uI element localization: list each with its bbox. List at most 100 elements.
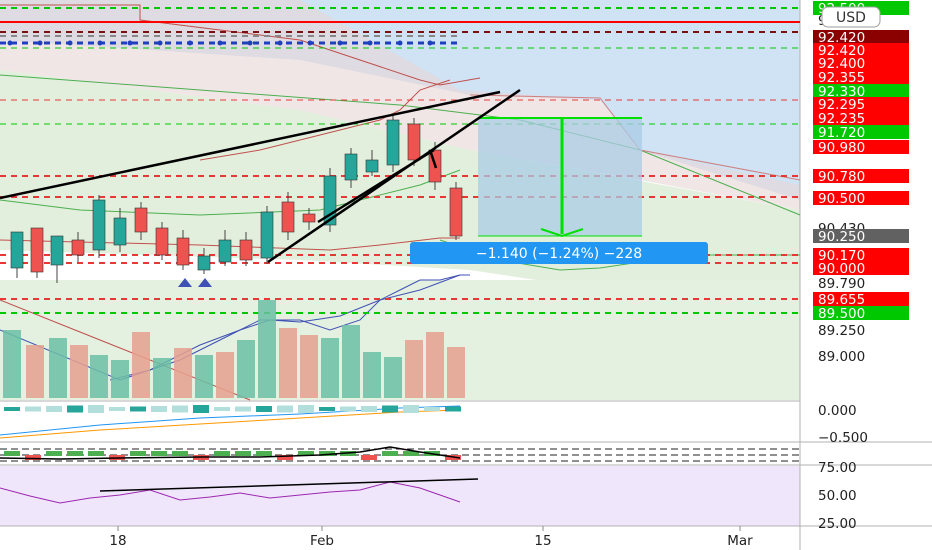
- momentum-bar: [382, 451, 398, 456]
- volume-bar: [237, 340, 255, 398]
- indicator-axis-label: −0.500: [818, 430, 868, 446]
- indicator-axis-label: 25.00: [818, 516, 857, 532]
- candle: [302, 213, 316, 223]
- candle: [197, 255, 211, 271]
- price-axis-label: 92.295: [818, 97, 865, 113]
- volume-bar: [258, 300, 276, 398]
- inner-trendline-2[interactable]: [428, 149, 438, 169]
- macd-bar: [445, 406, 461, 412]
- candle: [239, 239, 253, 261]
- volume-bar: [153, 358, 171, 398]
- price-tag-bg: [813, 191, 909, 205]
- candle: [155, 227, 169, 256]
- macd-bar: [403, 405, 419, 413]
- price-range-measure[interactable]: −1.140 (−1.24%) −228: [410, 117, 708, 264]
- macd-bar: [424, 407, 440, 411]
- price-tag-bg: [813, 43, 909, 57]
- macd-bar: [319, 407, 335, 411]
- candle: [10, 231, 24, 269]
- indicator-axis-label: 75.00: [818, 460, 857, 476]
- momentum-bar: [277, 455, 293, 460]
- macd-bar: [25, 406, 41, 412]
- macd-bar: [340, 406, 356, 412]
- momentum-bar: [25, 455, 41, 460]
- price-tag-bg: [813, 169, 909, 183]
- green-descending-line: [0, 74, 801, 216]
- rsi-line: [0, 481, 461, 504]
- momentum-bar: [172, 451, 188, 456]
- macd-bar: [277, 405, 293, 413]
- price-tag-bg: [813, 306, 909, 320]
- macd-bar: [67, 405, 83, 413]
- macd-bar: [256, 406, 272, 412]
- candle: [176, 237, 190, 266]
- candle: [449, 187, 463, 237]
- volume-bar: [363, 352, 381, 398]
- candlesticks: [10, 114, 463, 283]
- momentum-bar: [256, 451, 272, 456]
- momentum-pane: [0, 446, 800, 462]
- macd-bar: [172, 405, 188, 413]
- price-axis-label: 91.720: [818, 125, 865, 141]
- price-axis-label: 90.780: [818, 169, 865, 185]
- macd-histogram: [4, 405, 461, 413]
- trend-lines[interactable]: [0, 88, 521, 264]
- price-axis-label: 90.000: [818, 261, 865, 277]
- price-axis-label: 89.790: [818, 276, 865, 292]
- momentum-bar: [361, 455, 377, 460]
- indicator-axis-labels: 0.000 −0.500 75.00 50.00 25.00: [818, 403, 868, 532]
- price-tag-bg: [813, 97, 909, 111]
- volume-bar: [447, 347, 465, 398]
- price-tag-bg: [813, 30, 909, 44]
- momentum-bar: [46, 451, 62, 456]
- candle: [407, 123, 421, 161]
- price-axis-label: 89.500: [818, 306, 865, 322]
- price-axis-label: 90.500: [818, 191, 865, 207]
- volume-bar: [49, 338, 67, 398]
- indicator-axis-label: 0.000: [818, 403, 857, 419]
- candle: [386, 119, 400, 166]
- indicator-pane-momentum: [0, 443, 800, 465]
- price-tag-bg: [813, 140, 909, 154]
- volume-bar: [70, 345, 88, 398]
- momentum-bar: [88, 451, 104, 456]
- momentum-bar: [298, 451, 314, 456]
- volume-bar: [3, 330, 21, 398]
- candle: [71, 239, 85, 256]
- red-upper-step: [199, 79, 451, 161]
- triangle-markers: [178, 278, 212, 287]
- candle: [218, 239, 232, 263]
- time-axis-bar: [0, 526, 800, 550]
- volume-bar: [216, 352, 234, 398]
- volume-bar: [195, 355, 213, 398]
- wedge-upper-trendline[interactable]: [0, 90, 501, 200]
- price-axis-labels: 92.50092.42592.42092.42092.40092.35592.3…: [813, 1, 909, 365]
- price-tag-bg: [813, 261, 909, 275]
- price-axis-label: 90.980: [818, 140, 865, 156]
- time-axis-label: 15: [534, 533, 551, 549]
- candle: [281, 201, 295, 233]
- time-axis-labels: 18 Feb 15 Mar: [109, 526, 753, 549]
- macd-bar: [88, 405, 104, 413]
- green-mid-curve: [0, 169, 461, 216]
- price-tag-bg: [813, 70, 909, 84]
- candle: [92, 199, 106, 251]
- horizontal-levels: [0, 7, 800, 314]
- volume-bar: [300, 335, 318, 398]
- indicator-pane-rsi: [0, 466, 800, 526]
- momentum-bar: [67, 451, 83, 456]
- measure-label: −1.140 (−1.24%) −228: [476, 246, 642, 262]
- inner-trendline[interactable]: [317, 148, 435, 224]
- candle: [365, 159, 379, 173]
- price-axis-label: 90.250: [818, 229, 865, 245]
- price-tag-bg: [813, 111, 909, 125]
- rsi-trendline[interactable]: [99, 478, 479, 492]
- price-tag-bg: [813, 125, 909, 139]
- macd-bar: [235, 406, 251, 412]
- volume-bar: [342, 325, 360, 398]
- momentum-bar: [4, 451, 20, 456]
- macd-bar: [46, 406, 62, 412]
- time-axis-label: Feb: [310, 533, 334, 549]
- currency-badge[interactable]: USD: [821, 6, 881, 28]
